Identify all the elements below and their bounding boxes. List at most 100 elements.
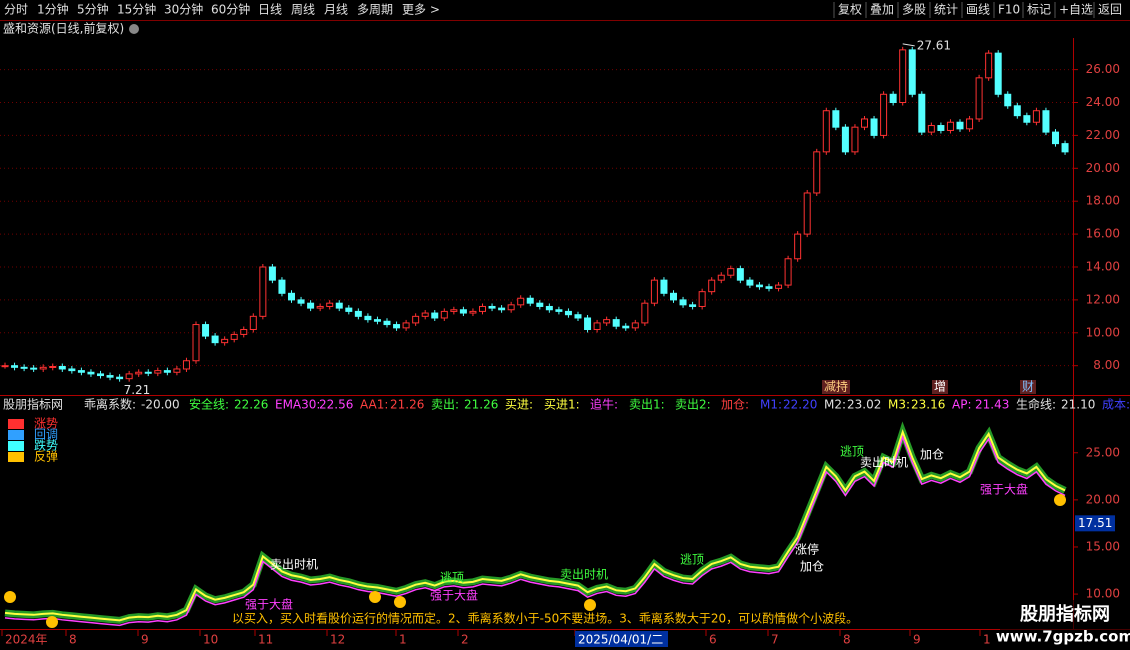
- candle-body: [39, 366, 47, 370]
- toolbar-tab[interactable]: 月线: [324, 3, 348, 17]
- toolbar-tab[interactable]: 30分钟: [164, 2, 203, 17]
- date-cursor-box: [575, 631, 668, 647]
- indicator-name: 股朋指标网: [3, 397, 63, 412]
- signal-label: 强于大盘: [980, 482, 1028, 497]
- event-badge[interactable]: [822, 380, 850, 394]
- candle-body: [354, 310, 362, 317]
- toolbar-tab[interactable]: 日线: [258, 3, 282, 17]
- candle-body: [994, 52, 1002, 95]
- y-tick-label: 20.00: [1086, 492, 1120, 506]
- low-annotation: 7.21: [124, 383, 151, 397]
- candle-body: [1061, 143, 1069, 153]
- candle-body: [221, 338, 229, 344]
- candle-body: [1052, 131, 1059, 145]
- candle-body: [584, 317, 592, 330]
- y-tick-label: 14.00: [1086, 259, 1120, 273]
- candle-body: [841, 126, 849, 153]
- candle-body: [784, 258, 792, 286]
- toolbar-button[interactable]: F10: [998, 3, 1020, 17]
- candle-body: [373, 319, 381, 322]
- signal-label: 加仓: [800, 560, 824, 574]
- candle-body: [49, 366, 57, 369]
- y-tick-label: 10.00: [1086, 325, 1120, 339]
- indicator-line: [4, 428, 1066, 622]
- candle-body: [30, 367, 38, 370]
- candle-body: [68, 368, 76, 372]
- indicator-field-label: 卖出:: [431, 398, 459, 412]
- toolbar-tab[interactable]: 60分钟: [211, 2, 250, 17]
- toolbar-button[interactable]: 统计: [934, 3, 958, 17]
- candle-body: [555, 309, 563, 312]
- toolbar-tab[interactable]: 1分钟: [37, 2, 69, 17]
- high-pointer: [902, 43, 915, 47]
- legend-label: 跌势: [34, 438, 58, 453]
- candle-body: [670, 292, 677, 301]
- candle-body: [268, 266, 276, 281]
- candle-body: [775, 284, 783, 289]
- indicator-field-value: 21.43: [975, 398, 1009, 412]
- legend-label: 回调: [34, 428, 58, 442]
- candle-body: [421, 312, 429, 317]
- toolbar-button[interactable]: 多股: [902, 3, 926, 17]
- signal-label: 涨停: [795, 542, 819, 557]
- candle-body: [297, 299, 305, 304]
- candle-body: [307, 302, 315, 309]
- indicator-field-value: 22.26: [234, 398, 268, 412]
- candle-body: [832, 110, 840, 128]
- candle-body: [58, 366, 66, 370]
- indicator-line-2: [4, 434, 1066, 627]
- toolbar-button[interactable]: +自选: [1059, 3, 1093, 17]
- date-label: 1: [983, 633, 991, 647]
- signal-label: 强于大盘: [430, 588, 478, 603]
- indicator-field-label: 买进:: [505, 398, 533, 412]
- toolbar-tab[interactable]: 分时: [4, 3, 28, 17]
- date-label: 2: [461, 633, 469, 647]
- candle-body: [335, 302, 343, 309]
- candle-body: [469, 310, 477, 314]
- toolbar-button[interactable]: 返回: [1098, 3, 1122, 17]
- y-tick-label: 25.00: [1086, 445, 1120, 459]
- toolbar-tab[interactable]: 周线: [291, 3, 315, 17]
- toolbar-button[interactable]: 画线: [966, 3, 990, 17]
- signal-icon: [4, 591, 16, 603]
- toolbar-button[interactable]: 标记: [1027, 3, 1051, 17]
- toolbar-tab[interactable]: 5分钟: [77, 2, 109, 17]
- candle-body: [402, 322, 410, 329]
- indicator-field-label: 乖离系数:: [84, 397, 136, 412]
- indicator-field-label: 安全线:: [189, 397, 229, 412]
- signal-label: 逃顶: [680, 553, 704, 567]
- candle-body: [431, 312, 439, 319]
- indicator-field-value: 21.10: [1061, 398, 1095, 412]
- candle-body: [603, 319, 611, 324]
- candle-body: [412, 315, 420, 324]
- event-badge[interactable]: [1020, 380, 1036, 394]
- candle-body: [880, 93, 888, 136]
- event-badge[interactable]: [932, 380, 948, 394]
- candle-body: [498, 307, 506, 311]
- candle-body: [1023, 115, 1031, 123]
- indicator-field-label: M1:: [760, 398, 782, 412]
- candle-body: [851, 126, 859, 153]
- toolbar-tab[interactable]: 更多 >: [402, 3, 440, 17]
- date-label: 11: [258, 633, 273, 647]
- legend-swatch: [8, 441, 24, 451]
- toolbar-tab[interactable]: 多周期: [357, 3, 393, 17]
- candle-body: [985, 52, 993, 79]
- y-tick-label: 18.00: [1086, 194, 1120, 208]
- indicator-field-value: 21.26: [464, 398, 498, 412]
- toolbar-button[interactable]: 叠加: [870, 3, 894, 17]
- title-dropdown[interactable]: [129, 24, 139, 34]
- candle-body: [717, 274, 725, 281]
- candle-body: [612, 319, 620, 327]
- indicator-field-label: 买进1:: [544, 398, 580, 412]
- watermark-box: [1000, 600, 1130, 650]
- candle-body: [154, 370, 162, 374]
- candle-body: [135, 371, 143, 375]
- toolbar-button[interactable]: 复权: [838, 3, 862, 17]
- candle-body: [202, 324, 210, 337]
- toolbar-tab[interactable]: 15分钟: [117, 2, 156, 17]
- legend-label: 涨势: [34, 416, 58, 431]
- candle-body: [488, 305, 496, 309]
